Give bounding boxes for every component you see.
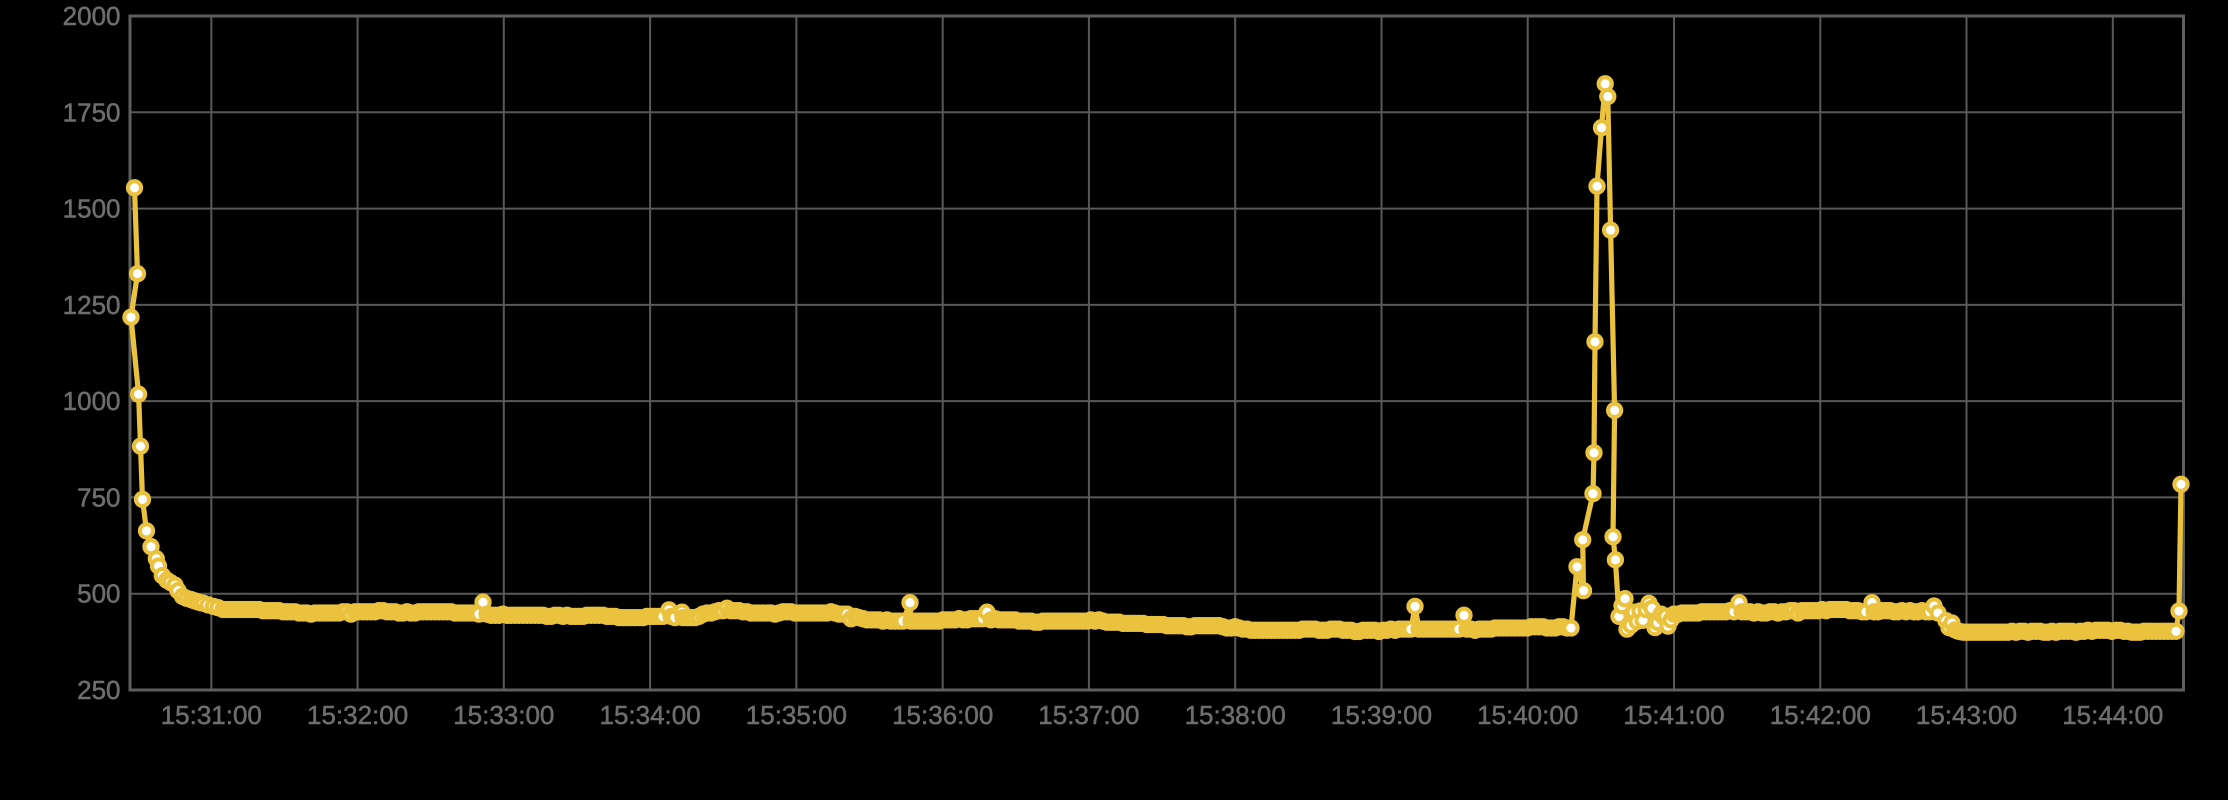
svg-text:15:43:00: 15:43:00 [1916, 700, 2017, 730]
svg-text:500: 500 [77, 579, 120, 609]
svg-text:1000: 1000 [63, 386, 121, 416]
svg-text:15:39:00: 15:39:00 [1331, 700, 1432, 730]
svg-text:15:38:00: 15:38:00 [1185, 700, 1286, 730]
svg-text:15:40:00: 15:40:00 [1477, 700, 1578, 730]
svg-text:15:32:00: 15:32:00 [307, 700, 408, 730]
svg-text:2000: 2000 [63, 1, 121, 31]
svg-text:15:36:00: 15:36:00 [892, 700, 993, 730]
svg-text:15:37:00: 15:37:00 [1038, 700, 1139, 730]
svg-text:750: 750 [77, 482, 120, 512]
svg-text:15:31:00: 15:31:00 [161, 700, 262, 730]
svg-text:15:41:00: 15:41:00 [1623, 700, 1724, 730]
svg-text:15:34:00: 15:34:00 [599, 700, 700, 730]
svg-text:1250: 1250 [63, 290, 121, 320]
svg-text:1500: 1500 [63, 194, 121, 224]
svg-text:15:35:00: 15:35:00 [746, 700, 847, 730]
svg-text:15:42:00: 15:42:00 [1770, 700, 1871, 730]
svg-text:250: 250 [77, 675, 120, 705]
svg-text:1750: 1750 [63, 97, 121, 127]
svg-text:15:44:00: 15:44:00 [2062, 700, 2163, 730]
svg-text:15:33:00: 15:33:00 [453, 700, 554, 730]
